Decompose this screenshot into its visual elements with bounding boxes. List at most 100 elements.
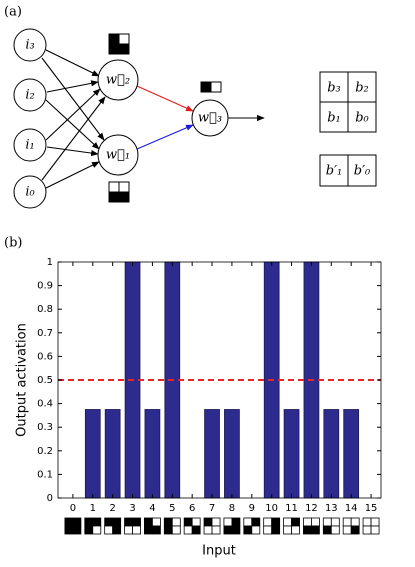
x-axis-label: Input	[202, 544, 236, 559]
bar	[104, 409, 121, 499]
input-icon-cell	[251, 517, 261, 527]
y-tick-label: 0.8	[37, 304, 53, 315]
x-tick-label: 7	[209, 503, 215, 514]
x-tick-label: 13	[325, 503, 338, 514]
icon-cell	[200, 81, 212, 93]
edge	[41, 57, 105, 141]
input-icon-cell	[72, 517, 82, 527]
input-icon-cell	[112, 517, 122, 527]
input-icon-cell	[330, 525, 340, 535]
bar	[224, 409, 240, 499]
bit-label: b₂	[355, 81, 369, 96]
node-label: w⃗₁	[106, 148, 130, 163]
input-icon-cell	[84, 517, 94, 527]
input-icon-cell	[291, 525, 300, 535]
input-icon-cell	[362, 517, 372, 527]
bit-label: b₀	[355, 111, 369, 126]
input-icon-cell	[263, 525, 273, 535]
input-icon-cell	[183, 517, 193, 527]
input-icon-cell	[163, 517, 173, 527]
bar	[323, 409, 340, 499]
input-icon-cell	[311, 517, 320, 527]
edge	[136, 85, 194, 112]
input-icon-cell	[231, 525, 241, 535]
y-tick-label: 0.1	[37, 469, 53, 480]
y-tick-label: 1	[47, 257, 53, 268]
x-tick-label: 11	[285, 503, 298, 514]
x-tick-label: 14	[345, 503, 358, 514]
bar	[84, 409, 101, 499]
x-tick-label: 5	[169, 503, 175, 514]
input-icon-cell	[104, 517, 114, 527]
bit-label: b′₀	[354, 164, 371, 179]
x-tick-label: 9	[249, 503, 255, 514]
input-icon-cell	[303, 525, 312, 535]
input-icon-cell	[211, 525, 221, 535]
input-icon-cell	[183, 525, 193, 535]
node-label: i₂	[25, 88, 34, 103]
node	[97, 134, 139, 176]
input-icon-cell	[271, 517, 281, 527]
input-icon-cell	[263, 517, 273, 527]
panel-label: (b)	[4, 236, 22, 251]
y-tick-label: 0.9	[37, 281, 53, 292]
bar	[144, 409, 161, 499]
input-icon-cell	[211, 517, 221, 527]
icon-cell	[118, 191, 130, 203]
node	[191, 99, 229, 137]
input-icon-cell	[291, 517, 300, 527]
input-icon-cell	[72, 525, 82, 535]
icon-cell	[118, 181, 130, 193]
node-label: i₁	[25, 138, 34, 153]
input-icon-cell	[322, 525, 332, 535]
bit-label: b′₁	[326, 164, 343, 179]
input-icon-cell	[132, 517, 141, 527]
bar	[204, 409, 220, 499]
node	[13, 175, 47, 209]
edge	[45, 49, 100, 77]
input-icon-cell	[311, 525, 320, 535]
y-tick-label: 0.7	[37, 328, 53, 339]
input-icon-cell	[112, 525, 122, 535]
x-tick-label: 10	[265, 503, 278, 514]
input-icon-cell	[342, 525, 352, 535]
node	[13, 28, 47, 62]
x-tick-label: 0	[70, 503, 76, 514]
input-icon-cell	[342, 517, 352, 527]
input-icon-cell	[132, 525, 141, 535]
y-tick-label: 0.3	[37, 422, 53, 433]
input-icon-cell	[330, 517, 340, 527]
y-tick-label: 0.4	[37, 399, 53, 410]
icon-cell	[108, 43, 120, 55]
input-icon-cell	[163, 525, 173, 535]
input-icon-cell	[283, 525, 292, 535]
bit-label: b₃	[327, 81, 341, 96]
icon-cell	[108, 191, 120, 203]
x-tick-label: 12	[305, 503, 318, 514]
edge	[136, 124, 194, 150]
input-icon-cell	[152, 525, 161, 535]
bar	[343, 409, 360, 499]
input-icon-cell	[191, 525, 201, 535]
x-tick-label: 2	[109, 503, 115, 514]
y-axis-label: Output activation	[15, 323, 30, 437]
input-icon-cell	[191, 517, 201, 527]
edge	[41, 96, 106, 181]
bit-label: b₁	[327, 111, 341, 126]
input-icon-cell	[243, 525, 253, 535]
weight-icons	[108, 33, 222, 203]
input-icon-cell	[104, 525, 114, 535]
x-tick-label: 15	[365, 503, 378, 514]
icon-cell	[118, 43, 130, 55]
x-tick-label: 1	[90, 503, 96, 514]
input-icon-cell	[303, 517, 312, 527]
edge	[45, 99, 100, 150]
y-tick-label: 0.6	[37, 351, 53, 362]
icon-cell	[118, 33, 130, 45]
node-label: w⃗₂	[106, 73, 130, 88]
node	[13, 78, 47, 112]
node	[13, 128, 47, 162]
input-icon-cell	[92, 525, 102, 535]
edge	[46, 80, 99, 93]
